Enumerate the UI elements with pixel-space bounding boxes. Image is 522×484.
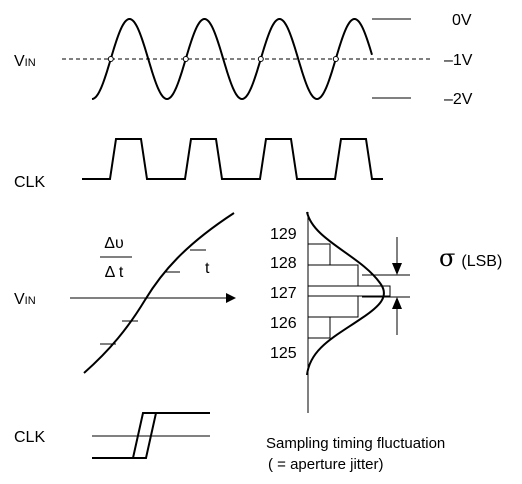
- histogram-bins: [307, 243, 391, 339]
- sigma-label: σ (LSB): [439, 244, 502, 272]
- caption-line-1: Sampling timing fluctuation: [266, 435, 445, 452]
- level-0v-label: 0V: [452, 12, 472, 29]
- code-label-126: 126: [270, 315, 297, 332]
- code-label-128: 128: [270, 255, 297, 272]
- clock-waveform-panel: CLK: [14, 138, 383, 191]
- jitter-clock-panel: CLK: [14, 412, 210, 459]
- time-axis-arrowhead: [226, 293, 236, 303]
- code-label-127: 127: [270, 285, 297, 302]
- vin-label-top: VIN: [14, 53, 36, 70]
- caption: Sampling timing fluctuation ( = aperture…: [266, 435, 445, 473]
- slope-detail-panel: Δυ Δ t VIN t: [14, 212, 236, 374]
- level-minus1v-label: –1V: [444, 52, 473, 69]
- zero-crossing-dot: [332, 56, 339, 62]
- code-label-125: 125: [270, 345, 297, 362]
- code-label-129: 129: [270, 226, 297, 243]
- histogram-bin-126: [307, 316, 331, 339]
- caption-line-2: ( = aperture jitter): [268, 456, 383, 473]
- zero-crossing-dot: [107, 56, 114, 62]
- histogram-bin-127-upper: [307, 264, 359, 287]
- code-histogram-panel: 129 128 127 126 125 σ (LSB): [270, 211, 502, 413]
- histogram-bin-126-upper: [307, 295, 359, 318]
- time-axis-label: t: [205, 260, 210, 277]
- sigma-arrow-top-head: [392, 263, 402, 275]
- gaussian-curve: [306, 211, 385, 376]
- vin-sine-wave: [91, 18, 373, 101]
- delta-t-label: Δ t: [105, 264, 124, 281]
- clk-label-top: CLK: [14, 174, 45, 191]
- clk-edge-late: [92, 412, 157, 459]
- vin-waveform-panel: VIN 0V –1V –2V: [14, 12, 473, 108]
- vin-label-middle: VIN: [14, 291, 36, 308]
- sigma-arrow-bottom-head: [392, 297, 402, 309]
- vin-ramp-curve: [83, 212, 235, 374]
- clk-label-bottom: CLK: [14, 429, 45, 446]
- clk-square-wave: [82, 138, 383, 180]
- histogram-bin-128: [307, 243, 331, 266]
- level-minus2v-label: –2V: [444, 91, 473, 108]
- zero-crossing-dot: [182, 56, 189, 62]
- delta-v-label: Δυ: [104, 235, 123, 252]
- zero-crossing-dot: [257, 56, 264, 62]
- zero-crossing-markers: [107, 56, 339, 62]
- histogram-bin-peak: [307, 285, 391, 297]
